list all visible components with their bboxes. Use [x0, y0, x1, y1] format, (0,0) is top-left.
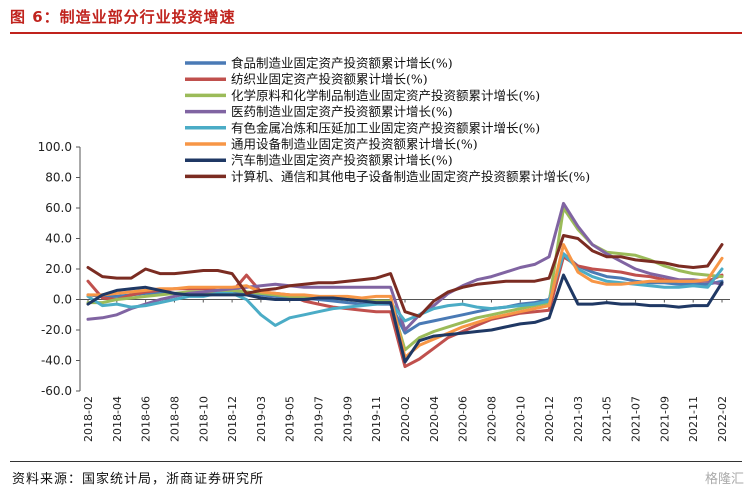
x-tick-label: 2018-02	[82, 396, 95, 442]
x-tick-label: 2019-03	[255, 396, 268, 442]
figure-title: 图 6：制造业部分行业投资增速	[10, 8, 236, 26]
line-chart: 100.080.060.040.020.00.0-20.0-40.0-60.0 …	[38, 56, 730, 442]
x-tick-label: 2019-07	[313, 396, 326, 442]
y-tick-label: 0.0	[53, 293, 72, 307]
legend-label-1: 纺织业固定资产投资额累计增长(%)	[231, 72, 428, 87]
x-tick-label: 2020-04	[428, 396, 441, 442]
x-tick-label: 2019-05	[284, 396, 297, 442]
series-line-3	[86, 201, 724, 332]
source-note: 资料来源：国家统计局，浙商证券研究所	[12, 472, 265, 487]
legend-label-0: 食品制造业固定资产投资额累计增长(%)	[231, 56, 453, 71]
x-tick-label: 2020-12	[543, 396, 556, 442]
y-tick-label: -60.0	[41, 384, 72, 398]
title-rule	[10, 32, 742, 34]
legend: 食品制造业固定资产投资额累计增长(%)纺织业固定资产投资额累计增长(%)化学原料…	[185, 56, 590, 184]
x-tick-label: 2022-02	[716, 396, 729, 442]
legend-label-4: 有色金属冶炼和压延加工业固定资产投资额累计增长(%)	[231, 120, 540, 135]
y-tick-labels: 100.0 80.0 60.0 40.0 20.0 0.0 -20.0 -40.0 -60.0	[38, 140, 80, 398]
legend-label-5: 通用设备制造业固定资产投资额累计增长(%)	[231, 137, 478, 152]
series-lines	[86, 201, 724, 369]
legend-label-3: 医药制造业固定资产投资额累计增长(%)	[231, 104, 453, 119]
legend-label-7: 计算机、通信和其他电子设备制造业固定资产投资额累计增长(%)	[231, 169, 590, 184]
x-tick-label: 2018-06	[140, 396, 153, 442]
x-tick-label: 2020-10	[514, 396, 527, 442]
y-tick-label: 40.0	[45, 232, 72, 246]
y-tick-label: -40.0	[41, 354, 72, 368]
x-tick-label: 2021-03	[572, 396, 585, 442]
legend-label-2: 化学原料和化学制品制造业固定资产投资额累计增长(%)	[231, 88, 540, 103]
x-tick-label: 2018-08	[168, 396, 181, 442]
series-line-6	[86, 273, 724, 364]
x-tick-label: 2021-07	[630, 396, 643, 442]
x-tick-label: 2020-08	[485, 396, 498, 442]
x-tick-label: 2019-09	[341, 396, 354, 442]
x-tick-label: 2021-05	[601, 396, 614, 442]
x-tick-label: 2020-06	[457, 396, 470, 442]
x-tick-label: 2021-11	[687, 396, 700, 442]
y-tick-label: 60.0	[45, 201, 72, 215]
y-tick-label: 80.0	[45, 171, 72, 185]
x-tick-label: 2021-09	[658, 396, 671, 442]
x-tick-label: 2019-11	[370, 396, 383, 442]
y-tick-label: 20.0	[45, 262, 72, 276]
x-tick-label: 2018-04	[111, 396, 124, 442]
legend-label-6: 汽车制造业固定资产投资额累计增长(%)	[231, 153, 453, 168]
x-tick-label: 2018-12	[226, 396, 239, 442]
y-tick-label: -20.0	[41, 323, 72, 337]
x-tick-label: 2018-10	[197, 396, 210, 442]
x-tick-labels: 2018-02 2018-04 2018-06 2018-08 2018-10 2018-…	[82, 299, 729, 442]
y-tick-label: 100.0	[38, 140, 72, 154]
watermark-logo: 格隆汇	[704, 472, 744, 487]
x-tick-label: 2020-02	[399, 396, 412, 442]
footer-rule	[10, 461, 742, 462]
series-line-7	[86, 234, 724, 318]
